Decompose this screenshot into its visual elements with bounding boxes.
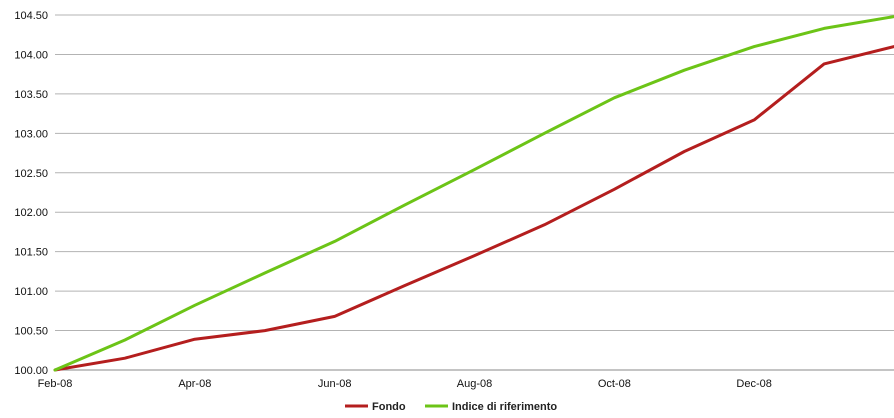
y-tick-label: 104.00	[14, 49, 48, 61]
x-tick-label: Apr-08	[178, 378, 211, 390]
legend-label-1: Indice di riferimento	[452, 401, 557, 413]
y-tick-label: 101.00	[14, 286, 48, 298]
gridlines	[55, 14, 894, 371]
legend: Fondo Indice di riferimento	[345, 401, 557, 413]
x-tick-label: Feb-08	[38, 378, 73, 390]
y-tick-label: 102.50	[14, 168, 48, 180]
y-tick-label: 100.00	[14, 365, 48, 377]
y-tick-label: 101.50	[14, 247, 48, 259]
y-axis-ticks: 100.00 100.50 101.00 101.50 102.00 102.50 103.…	[14, 10, 48, 377]
y-tick-label: 103.50	[14, 89, 48, 101]
x-tick-label: Oct-08	[598, 378, 631, 390]
x-tick-label: Dec-08	[736, 378, 771, 390]
legend-label-0: Fondo	[372, 401, 406, 413]
y-tick-label: 103.00	[14, 128, 48, 140]
x-tick-label: Jun-08	[318, 378, 352, 390]
series-line-1	[53, 15, 894, 372]
y-tick-label: 102.00	[14, 207, 48, 219]
series-line-0	[53, 45, 894, 372]
y-tick-label: 100.50	[14, 326, 48, 338]
x-tick-label: Aug-08	[457, 378, 492, 390]
series-lines	[53, 15, 894, 372]
y-tick-label: 104.50	[14, 10, 48, 22]
x-axis-ticks: Feb-08 Apr-08 Jun-08 Aug-08 Oct-08 Dec-08	[38, 378, 772, 390]
